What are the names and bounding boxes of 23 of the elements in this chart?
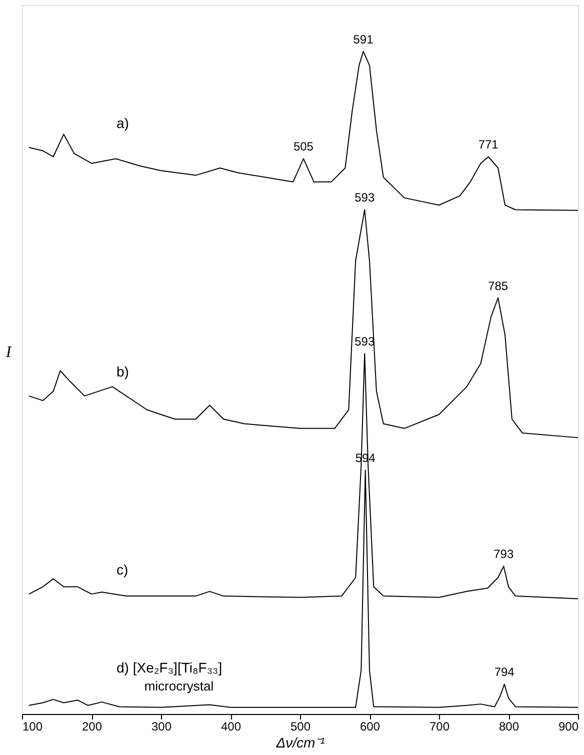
series-label: a) [116,114,129,131]
series-label: b) [116,363,129,380]
y-axis-title: I [4,344,12,361]
annotation: 793 [494,547,514,562]
annotation: 785 [488,278,508,293]
annotation: 794 [494,665,515,680]
x-tick-label: 400 [220,720,242,734]
annotation: microcrystal [144,678,214,694]
x-tick-label: 300 [151,720,172,734]
x-tick-label: 900 [558,720,579,734]
x-tick-label: 700 [429,720,450,734]
x-tick-label: 600 [360,720,380,734]
annotation: 505 [293,140,314,154]
x-tick-label: 100 [22,720,43,734]
x-tick-label: 200 [82,720,102,734]
x-tick-label: 500 [290,720,311,734]
x-axis-title: Δν/cm⁻¹ [275,734,326,750]
text: d) [Xe₂F₃][Ti₈F₃₃] [116,660,222,676]
annotation: 771 [478,138,499,152]
x-tick-label: 800 [498,720,520,734]
series-label: c) [116,562,128,578]
annotation: 591 [353,32,374,46]
annotation: 593 [354,190,375,205]
